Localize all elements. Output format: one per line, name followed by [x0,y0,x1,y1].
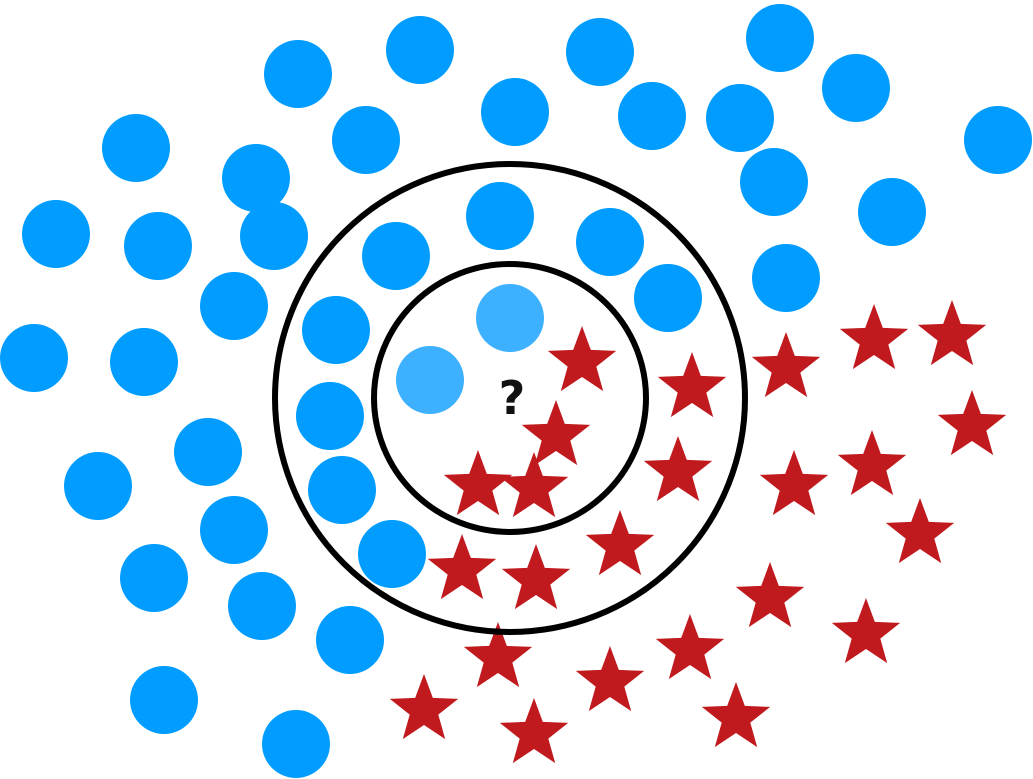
red-star-point [521,400,591,466]
red-star-point [427,534,497,600]
blue-circle-point [130,666,198,734]
blue-circle-points [0,4,1032,778]
blue-circle-point [362,222,430,290]
blue-circle-point [964,106,1032,174]
blue-circle-point [228,572,296,640]
red-star-point [701,682,771,748]
blue-circle-point [706,84,774,152]
blue-circle-point [262,710,330,778]
nearest-blue-circle-point [476,284,544,352]
red-star-point [499,452,569,518]
blue-circle-point [740,148,808,216]
red-star-point [917,300,987,366]
blue-circle-point [0,324,68,392]
blue-circle-point [618,82,686,150]
blue-circle-point [481,78,549,146]
blue-circle-point [120,544,188,612]
nearest-blue-circle-point [396,346,464,414]
blue-circle-point [358,520,426,588]
query-point-label: ? [499,371,526,425]
red-star-point [839,304,909,370]
red-star-point [657,352,727,418]
red-star-point [547,326,617,392]
red-star-point [655,614,725,680]
red-star-point [501,544,571,610]
blue-circle-point [64,452,132,520]
red-star-points [389,300,1007,764]
red-star-point [575,646,645,712]
blue-circle-point [576,208,644,276]
blue-circle-point [466,182,534,250]
blue-circle-point [316,606,384,674]
red-star-point [759,450,829,516]
blue-circle-point [102,114,170,182]
blue-circle-point [124,212,192,280]
red-star-point [443,450,513,516]
red-star-point [585,510,655,576]
red-star-point [937,390,1007,456]
blue-circle-point [200,272,268,340]
blue-circle-point [308,456,376,524]
red-star-point [499,698,569,764]
blue-circle-point [752,244,820,312]
blue-circle-point [110,328,178,396]
blue-circle-point [822,54,890,122]
blue-circle-point [240,202,308,270]
blue-circle-point [386,16,454,84]
red-star-point [751,332,821,398]
blue-circle-point [264,40,332,108]
red-star-point [643,436,713,502]
blue-circle-point [222,144,290,212]
red-star-point [831,598,901,664]
red-star-point [389,674,459,740]
blue-circle-point [22,200,90,268]
blue-circle-point [858,178,926,246]
blue-circle-point [302,296,370,364]
blue-circle-point [746,4,814,72]
inner-neighborhood-ring [371,261,649,535]
red-star-point [885,498,955,564]
blue-circle-point [174,418,242,486]
blue-circle-point [200,496,268,564]
blue-circle-point [296,382,364,450]
red-star-point [735,562,805,628]
blue-circle-point [566,18,634,86]
red-star-point [837,430,907,496]
blue-circle-point [634,264,702,332]
neighborhood-rings [272,161,748,635]
red-star-point [463,622,533,688]
blue-circle-point [332,106,400,174]
outer-neighborhood-ring [272,161,748,635]
